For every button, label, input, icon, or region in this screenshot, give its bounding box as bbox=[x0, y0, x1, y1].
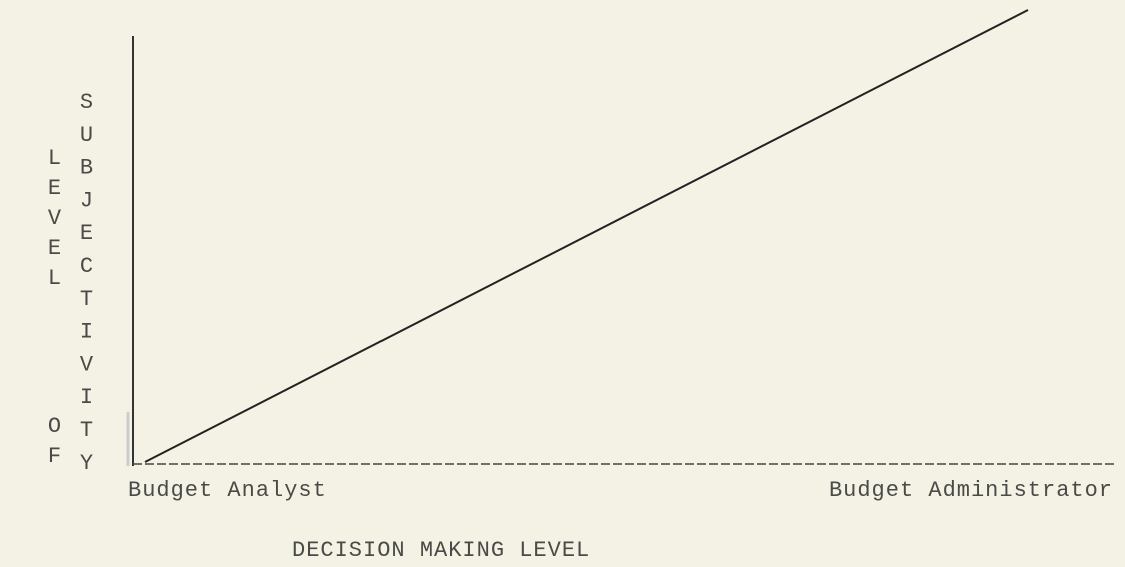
trend-line bbox=[144, 9, 1029, 463]
x-axis-title: DECISION MAKING LEVEL bbox=[292, 538, 591, 563]
y-axis-label-inner: SUBJECTIVITY bbox=[74, 90, 99, 484]
x-right-label: Budget Administrator bbox=[828, 478, 1113, 503]
y-axis-label-outer: LEVEL OF bbox=[42, 146, 67, 474]
x-left-label: Budget Analyst bbox=[128, 478, 327, 503]
